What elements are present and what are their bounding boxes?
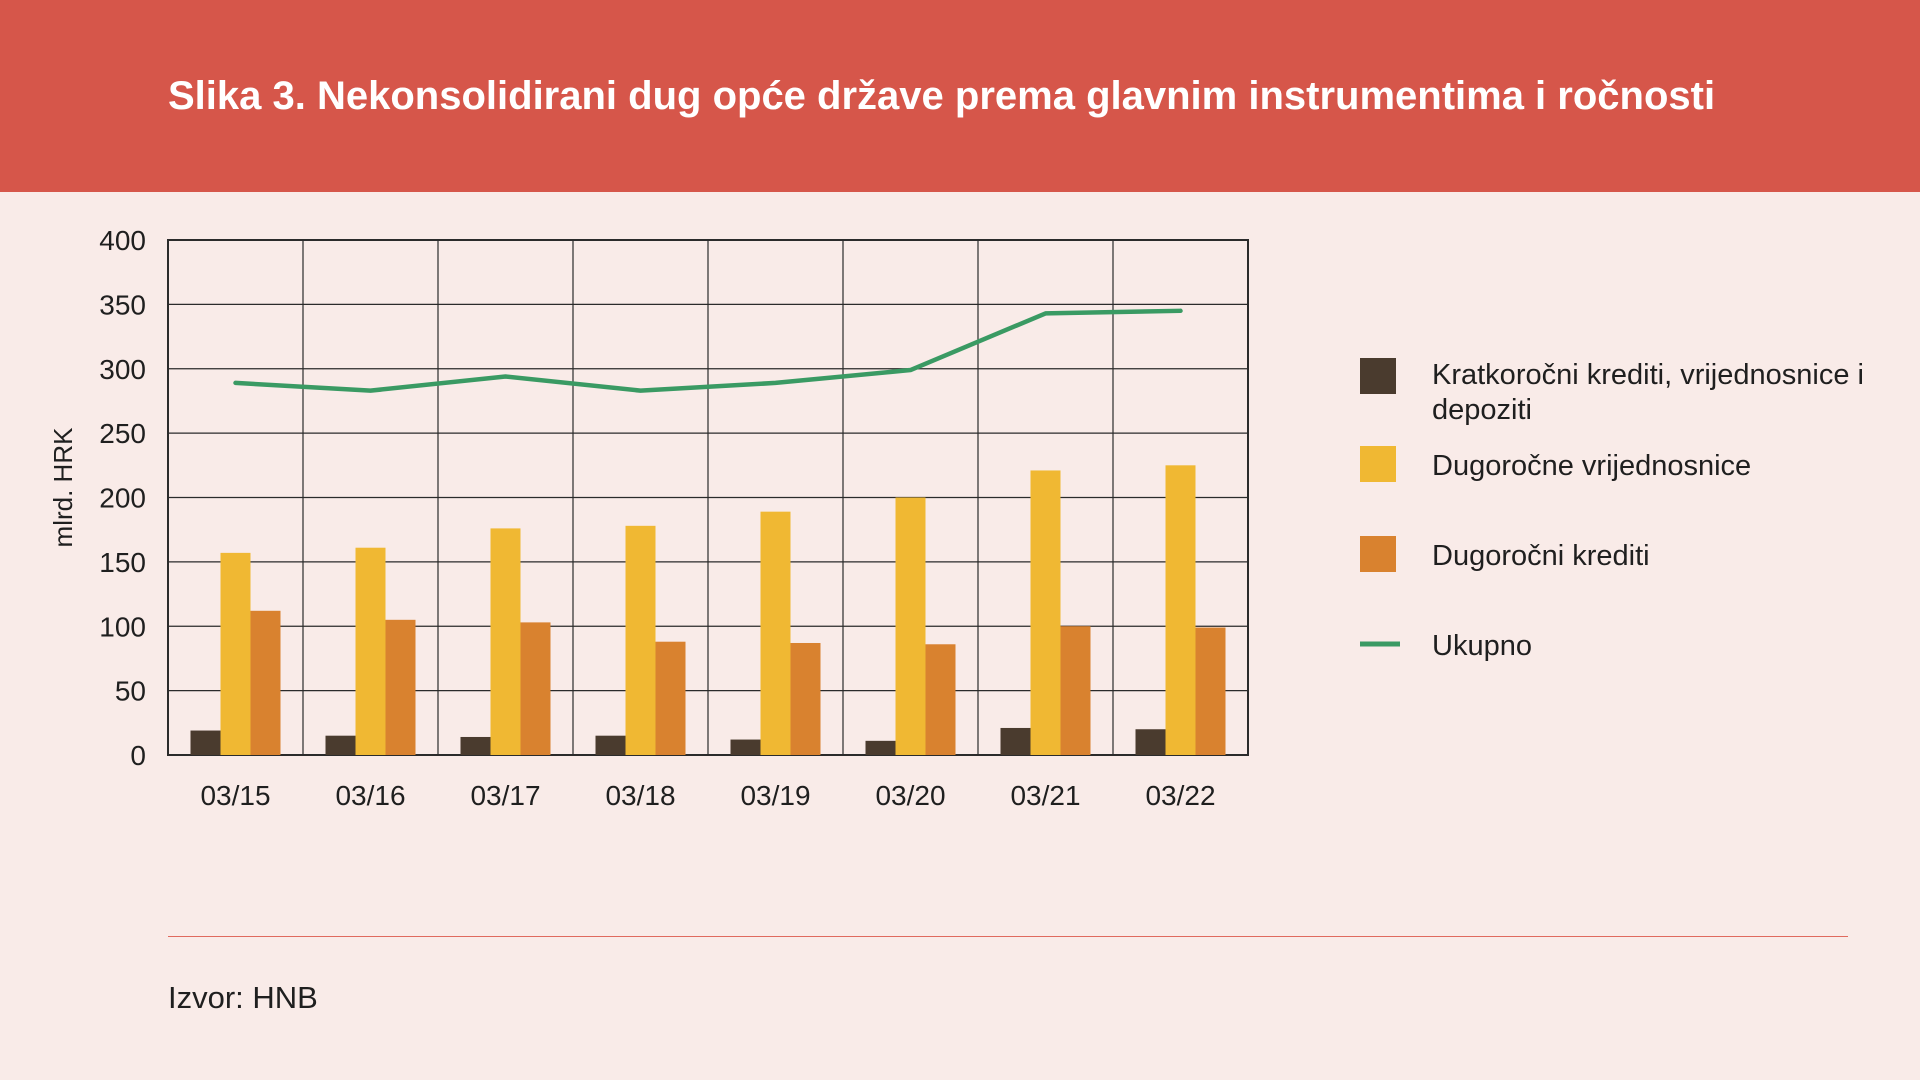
bar-2-1 <box>385 619 416 755</box>
y-tick-label: 50 <box>115 676 146 707</box>
y-tick-label: 200 <box>99 483 146 514</box>
y-tick-label: 250 <box>99 418 146 449</box>
bar-0-5 <box>865 740 896 755</box>
legend-label-0: Kratkoročni krediti, vrijednosnice i depo… <box>1432 359 1864 426</box>
x-tick-label: 03/18 <box>605 780 675 811</box>
bar-0-1 <box>325 735 356 755</box>
bar-2-2 <box>520 622 551 755</box>
y-tick-label: 0 <box>130 740 146 771</box>
bar-2-7 <box>1195 627 1226 755</box>
y-tick-label: 350 <box>99 289 146 320</box>
bar-1-6 <box>1030 470 1061 755</box>
source-note: Izvor: HNB <box>168 980 318 1015</box>
x-tick-label: 03/21 <box>1010 780 1080 811</box>
bar-2-3 <box>655 641 686 755</box>
plot-border <box>167 239 1249 756</box>
bar-2-0 <box>250 610 281 755</box>
legend-swatch-0 <box>1360 358 1396 394</box>
bar-1-3 <box>625 525 656 755</box>
x-tick-label: 03/17 <box>470 780 540 811</box>
bar-0-4 <box>730 739 761 755</box>
x-tick-label: 03/15 <box>200 780 270 811</box>
footer-divider <box>168 936 1848 937</box>
y-tick-label: 100 <box>99 611 146 642</box>
x-tick-label: 03/20 <box>875 780 945 811</box>
bar-2-5 <box>925 644 956 755</box>
line-series-3 <box>233 308 1183 393</box>
legend-label-1: Dugoročne vrijednosnice <box>1432 450 1751 482</box>
legend-swatch-1 <box>1360 446 1396 482</box>
bar-1-1 <box>355 547 386 755</box>
bar-0-6 <box>1000 727 1031 755</box>
bar-0-2 <box>460 736 491 755</box>
legend-label-2: Dugoročni krediti <box>1432 540 1650 572</box>
bar-1-5 <box>895 497 926 755</box>
x-tick-label: 03/16 <box>335 780 405 811</box>
y-tick-label: 400 <box>99 225 146 256</box>
y-tick-label: 150 <box>99 547 146 578</box>
page-title: Slika 3. Nekonsolidirani dug opće države… <box>168 74 1716 118</box>
legend-swatch-2 <box>1360 536 1396 572</box>
header-banner: Slika 3. Nekonsolidirani dug opće države… <box>0 0 1920 192</box>
y-tick-label: 300 <box>99 354 146 385</box>
legend-label-3: Ukupno <box>1432 630 1532 662</box>
bar-1-0 <box>220 552 251 755</box>
bar-1-4 <box>760 511 791 755</box>
bar-1-2 <box>490 528 521 755</box>
bar-2-6 <box>1060 626 1091 755</box>
chart: 0 50 100 150 200 250 300 350 400 03/15 03/16 03/17 0… <box>48 225 1864 811</box>
x-tick-label: 03/19 <box>740 780 810 811</box>
bar-1-7 <box>1165 465 1196 755</box>
bar-0-0 <box>190 730 221 755</box>
bar-0-3 <box>595 735 626 755</box>
bar-2-4 <box>790 642 821 755</box>
y-axis-title: mlrd. HRK <box>48 427 78 548</box>
x-tick-label: 03/22 <box>1145 780 1215 811</box>
bar-0-7 <box>1135 729 1166 755</box>
